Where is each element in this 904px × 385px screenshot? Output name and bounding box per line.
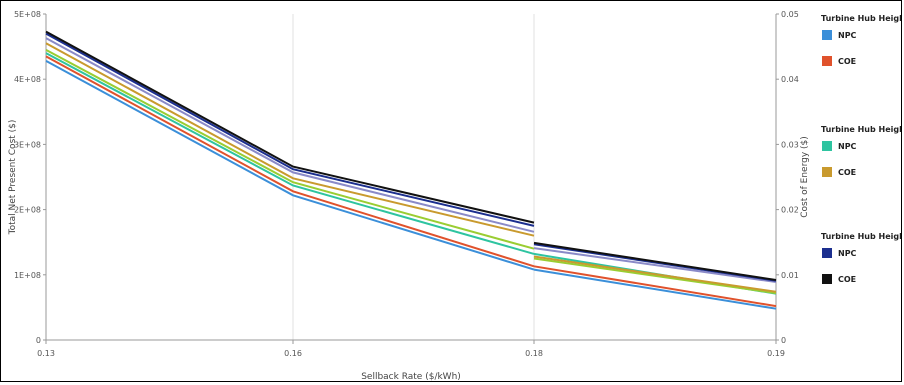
- series-line: [45, 37, 535, 233]
- legend-swatch[interactable]: [822, 274, 832, 284]
- x-axis-title: Sellback Rate ($/kWh): [361, 372, 461, 382]
- legend-item-label[interactable]: COE: [838, 168, 856, 177]
- series-line: [45, 52, 535, 255]
- left-tick-label: 1E+08: [14, 271, 41, 280]
- series-line: [533, 265, 777, 308]
- series-line: [533, 268, 777, 310]
- legend-swatch[interactable]: [822, 248, 832, 258]
- x-tick-label: 0.19: [767, 349, 785, 358]
- x-tick-label: 0.16: [284, 349, 302, 358]
- series-line: [533, 257, 777, 295]
- left-tick-label: 2E+08: [14, 206, 41, 215]
- right-tick-label: 0.03: [781, 140, 799, 149]
- legend-swatch[interactable]: [822, 167, 832, 177]
- grid: [292, 14, 535, 340]
- series-lines: [45, 30, 777, 310]
- left-tick-label: 0: [36, 336, 41, 345]
- series-line: [45, 30, 535, 224]
- left-y-axis-title: Total Net Present Cost ($): [8, 120, 18, 236]
- legend-item-label[interactable]: NPC: [838, 142, 857, 151]
- legend-group-title: Turbine Hub Height 100m: [821, 14, 902, 23]
- right-tick-labels: 0 0.01 0.02 0.03 0.04 0.05: [776, 10, 799, 345]
- x-tick-label: 0.13: [37, 349, 55, 358]
- left-tick-label: 5E+08: [14, 10, 41, 19]
- series-line: [533, 241, 777, 281]
- legend-item-label[interactable]: COE: [838, 57, 856, 66]
- left-tick-labels: 0 1E+08 2E+08 3E+08 4E+08 5E+08: [14, 10, 46, 345]
- right-tick-label: 0.01: [781, 271, 799, 280]
- right-tick-label: 0.05: [781, 10, 799, 19]
- legend-swatch[interactable]: [822, 56, 832, 66]
- legend-item-label[interactable]: NPC: [838, 31, 857, 40]
- x-tick-labels: 0.13 0.16 0.18 0.19: [37, 340, 785, 358]
- x-tick-label: 0.18: [525, 349, 543, 358]
- right-tick-label: 0: [781, 336, 786, 345]
- series-line: [45, 55, 535, 268]
- legend-item-label[interactable]: COE: [838, 275, 856, 284]
- axes: [45, 14, 777, 341]
- legend-group-title: Turbine Hub Height 74m: [821, 232, 902, 241]
- series-line: [533, 247, 777, 283]
- legend-swatch[interactable]: [822, 141, 832, 151]
- legend-group-title: Turbine Hub Height 85m: [821, 125, 902, 134]
- left-tick-label: 4E+08: [14, 75, 41, 84]
- right-tick-label: 0.04: [781, 75, 799, 84]
- series-line: [45, 49, 535, 250]
- series-line: [45, 32, 535, 227]
- series-line: [45, 60, 535, 271]
- right-tick-label: 0.02: [781, 206, 799, 215]
- legend-item-label[interactable]: NPC: [838, 249, 857, 258]
- right-y-axis-title: Cost of Energy ($): [800, 136, 810, 218]
- series-line: [45, 42, 535, 237]
- legend: Turbine Hub Height 100m NPC COE Turbine Hub…: [821, 14, 902, 284]
- left-tick-label: 3E+08: [14, 140, 41, 149]
- series-line: [533, 255, 777, 293]
- legend-swatch[interactable]: [822, 30, 832, 40]
